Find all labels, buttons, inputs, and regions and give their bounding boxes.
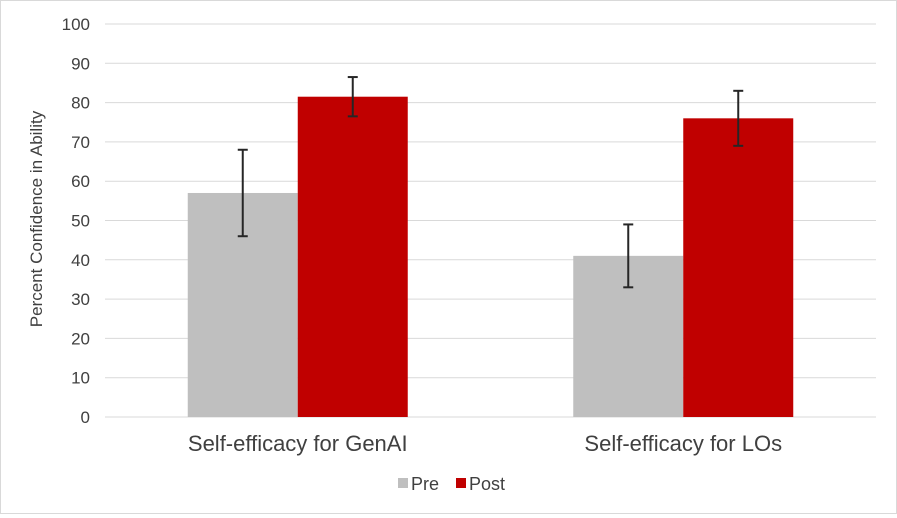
bars: [187, 96, 794, 417]
legend-label: Post: [469, 474, 505, 494]
legend-swatch: [456, 478, 466, 488]
y-axis-tick-labels: 0 10 20 30 40 50 60 70 80 90 100: [62, 15, 90, 427]
x-axis-category-labels: Self-efficacy for GenAI Self-efficacy for…: [188, 431, 782, 456]
error-bar-pre-0: [237, 148, 248, 238]
y-tick-label: 0: [81, 408, 90, 427]
error-bars: [237, 76, 744, 289]
legend-item-post: Post: [456, 474, 505, 494]
y-tick-label: 40: [71, 251, 90, 270]
error-bar-post-0: [347, 76, 358, 118]
y-tick-label: 30: [71, 290, 90, 309]
legend-item-pre: Pre: [398, 474, 439, 494]
x-category-label: Self-efficacy for GenAI: [188, 431, 408, 456]
y-tick-label: 10: [71, 369, 90, 388]
legend: Pre Post: [398, 474, 505, 494]
y-tick-label: 100: [62, 15, 90, 34]
error-bar-post-1: [733, 89, 744, 147]
bar-post-0: [297, 96, 408, 417]
y-tick-label: 90: [71, 54, 90, 73]
y-axis-title: Percent Confidence in Ability: [27, 110, 46, 327]
y-tick-label: 60: [71, 172, 90, 191]
error-bar-pre-1: [623, 223, 634, 289]
legend-swatch: [398, 478, 408, 488]
y-tick-label: 20: [71, 329, 90, 348]
bar-post-1: [683, 118, 794, 417]
y-tick-label: 80: [71, 94, 90, 113]
y-tick-label: 70: [71, 133, 90, 152]
y-tick-label: 50: [71, 212, 90, 231]
x-category-label: Self-efficacy for LOs: [584, 431, 782, 456]
legend-label: Pre: [411, 474, 439, 494]
